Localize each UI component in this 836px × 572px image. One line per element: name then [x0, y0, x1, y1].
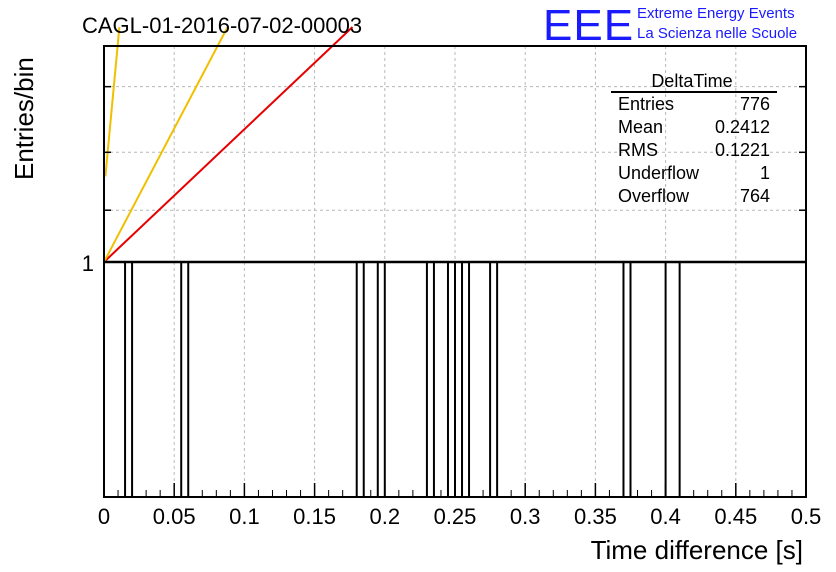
project-name: Extreme Energy Events [637, 5, 795, 22]
stats-value-mean: 0.2412 [715, 117, 770, 137]
stats-value-rms: 0.1221 [715, 140, 770, 160]
stats-value-overflow: 764 [740, 186, 770, 206]
histogram-bars [124, 262, 681, 497]
stats-label-overflow: Overflow [618, 186, 690, 206]
y-tick-label-1: 1 [82, 251, 94, 276]
x-tick-label: 0.4 [650, 504, 681, 529]
y-axis-label: Entries/bin [9, 57, 39, 180]
project-subtitle: La Scienza nelle Scuole [637, 25, 797, 42]
chart-title: CAGL-01-2016-07-02-00003 [82, 13, 362, 38]
x-tick-label: 0.05 [153, 504, 196, 529]
fit-curve [103, 26, 354, 263]
x-tick-label: 0.5 [791, 504, 822, 529]
x-tick-label: 0.35 [574, 504, 617, 529]
x-tick-label: 0.3 [510, 504, 541, 529]
x-tick-label: 0.45 [714, 504, 757, 529]
eee-logo: EEE [543, 1, 634, 50]
x-tick-label: 0 [98, 504, 110, 529]
stats-label-underflow: Underflow [618, 163, 700, 183]
stats-box-title: DeltaTime [651, 71, 732, 91]
stats-label-entries: Entries [618, 94, 674, 114]
fit-curves [103, 26, 354, 263]
x-tick-label: 0.1 [229, 504, 260, 529]
x-tick-label: 0.2 [370, 504, 401, 529]
x-ticks: 0 0.05 0.1 0.15 0.2 0.25 0.3 0.35 0.4 0.45 0.5 [98, 483, 821, 529]
stats-label-mean: Mean [618, 117, 663, 137]
stats-box: DeltaTime Entries 776 Mean 0.2412 RMS 0.… [611, 71, 777, 206]
y-ticks [104, 85, 806, 263]
x-tick-label: 0.25 [434, 504, 477, 529]
stats-label-rms: RMS [618, 140, 658, 160]
stats-value-entries: 776 [740, 94, 770, 114]
x-axis-label: Time difference [s] [591, 535, 803, 565]
fit-curve [104, 26, 121, 177]
x-tick-label: 0.15 [293, 504, 336, 529]
stats-value-underflow: 1 [760, 163, 770, 183]
fit-curve [103, 26, 229, 263]
